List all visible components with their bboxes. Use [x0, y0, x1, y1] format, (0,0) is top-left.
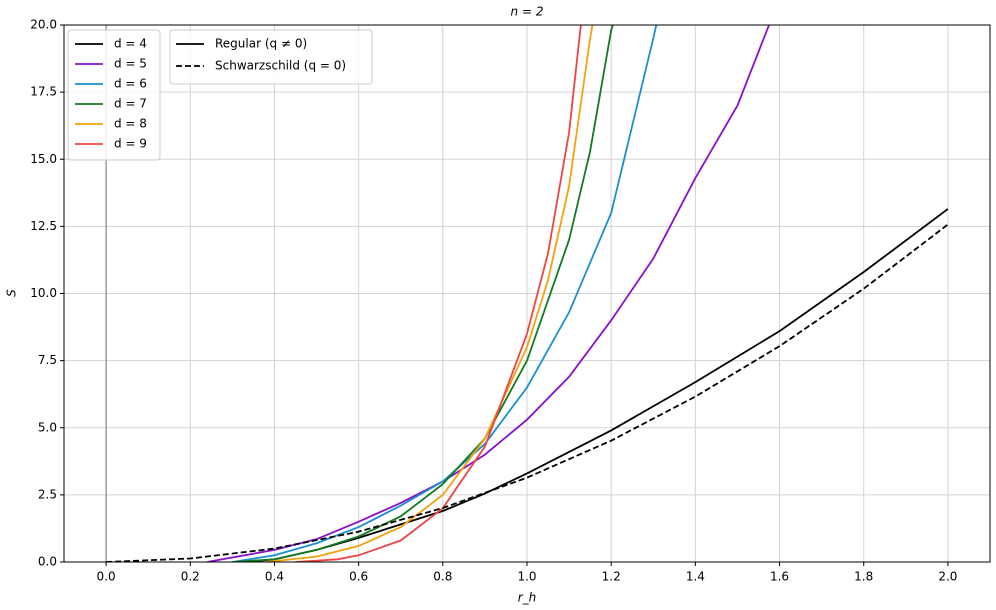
- legend-box: [169, 29, 373, 85]
- legend-box: [67, 29, 161, 161]
- x-tick-label: 0.8: [433, 570, 452, 584]
- legend-label: d = 9: [114, 137, 147, 151]
- legend-label: d = 5: [114, 57, 147, 71]
- legend-label: Schwarzschild (q = 0): [215, 59, 346, 73]
- y-axis-label: S: [5, 289, 19, 297]
- x-tick-label: 0.2: [181, 570, 200, 584]
- y-tick-label: 10.0: [30, 286, 57, 300]
- x-tick-label: 1.0: [517, 570, 536, 584]
- data-line: [265, 25, 594, 562]
- legend-label: d = 7: [114, 97, 147, 111]
- x-tick-label: 1.6: [770, 570, 789, 584]
- x-tick-label: 0.6: [349, 570, 368, 584]
- x-tick-label: 1.8: [854, 570, 873, 584]
- data-line: [206, 25, 770, 562]
- x-tick-label: 0.0: [97, 570, 116, 584]
- legend-label: d = 8: [114, 117, 147, 131]
- x-tick-label: 1.2: [602, 570, 621, 584]
- chart-title: n = 2: [511, 5, 544, 19]
- y-tick-label: 15.0: [30, 152, 57, 166]
- y-tick-label: 5.0: [38, 420, 57, 434]
- y-tick-label: 17.5: [30, 85, 57, 99]
- data-line: [232, 25, 658, 562]
- y-tick-label: 7.5: [38, 353, 57, 367]
- data-line: [295, 25, 582, 562]
- y-tick-label: 0.0: [38, 555, 57, 569]
- y-tick-label: 20.0: [30, 18, 57, 32]
- plot-frame: [63, 24, 991, 563]
- x-tick-label: 2.0: [938, 570, 957, 584]
- x-tick-label: 0.4: [265, 570, 284, 584]
- x-axis-label: r_h: [518, 591, 537, 605]
- data-line: [106, 223, 949, 562]
- y-tick-label: 2.5: [38, 487, 57, 501]
- plot-lines: [106, 25, 949, 562]
- legend-label: d = 6: [114, 77, 147, 91]
- legend-label: Regular (q ≠ 0): [215, 37, 307, 51]
- legend-label: d = 4: [114, 37, 147, 51]
- data-line: [232, 25, 614, 562]
- data-line: [244, 208, 949, 562]
- x-tick-label: 1.4: [686, 570, 705, 584]
- y-tick-label: 12.5: [30, 219, 57, 233]
